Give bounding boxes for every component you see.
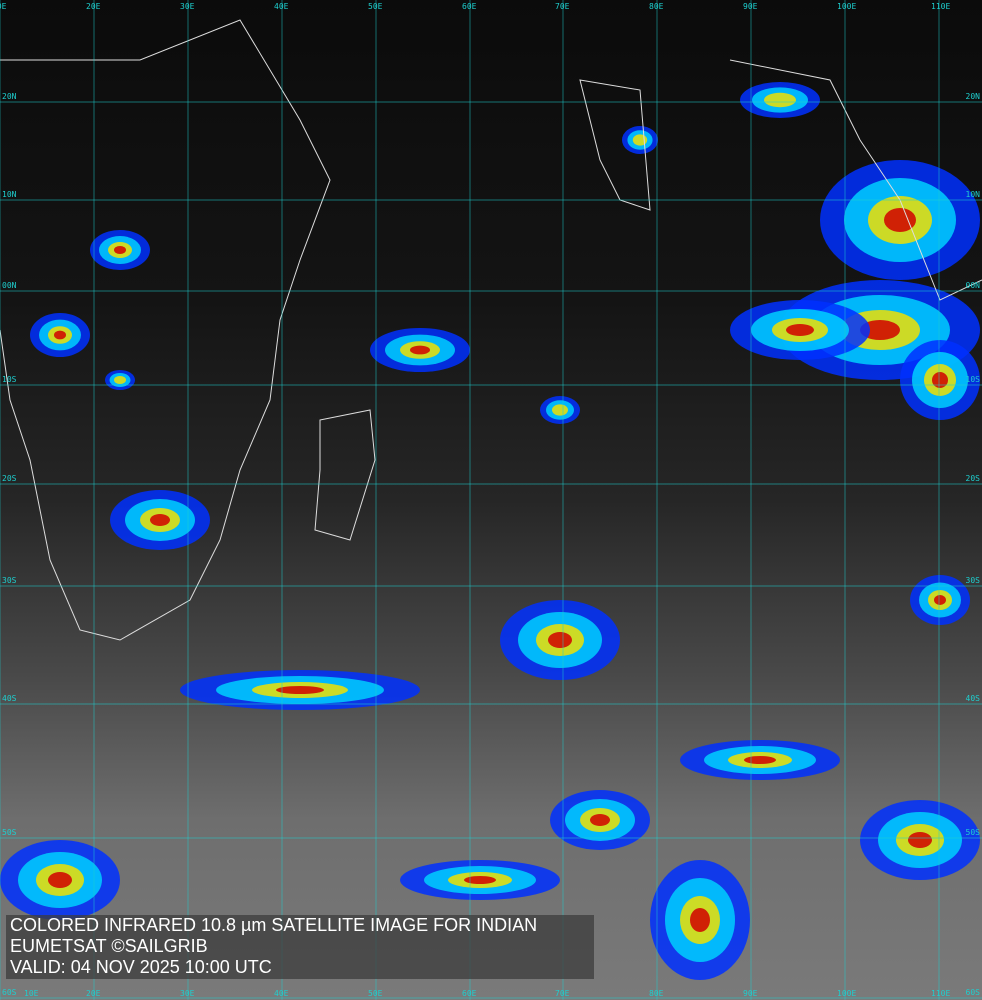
longitude-label: 70E [555,2,570,11]
latitude-label: 10N [2,190,17,199]
longitude-label: 110E [931,989,951,998]
cloud-top [410,345,430,355]
longitude-label: 10E [0,2,7,11]
latitude-label: 60S [2,988,17,997]
longitude-label: 90E [743,989,758,998]
latitude-label: 10S [965,375,980,384]
latitude-label: 60S [965,988,980,997]
latitude-label: 10S [2,375,17,384]
cloud-top [114,246,126,254]
longitude-label: 20E [86,2,101,11]
cloud-top [690,908,710,932]
longitude-label: 50E [368,2,383,11]
cloud-top [590,814,610,826]
longitude-label: 40E [274,2,289,11]
latitude-label: 20S [2,474,17,483]
cloud-top [464,876,496,884]
longitude-label: 20E [86,989,101,998]
cloud-top [744,756,776,764]
caption-valid-time: VALID: 04 NOV 2025 10:00 UTC [10,957,272,977]
cloud-top [860,320,900,340]
longitude-label: 80E [649,2,664,11]
cloud-top [150,514,170,526]
latitude-label: 50S [2,828,17,837]
longitude-label: 60E [462,989,477,998]
cloud-top [934,595,946,605]
longitude-label: 80E [649,989,664,998]
caption-box: COLORED INFRARED 10.8 µm SATELLITE IMAGE… [6,915,594,979]
caption-title: COLORED INFRARED 10.8 µm SATELLITE IMAGE… [10,915,538,935]
latitude-label: 50S [965,828,980,837]
latitude-label: 30S [2,576,17,585]
longitude-label: 60E [462,2,477,11]
latitude-label: 20N [2,92,17,101]
cloud-top [932,372,948,388]
cloud-top [276,686,324,694]
longitude-label: 100E [837,989,857,998]
cloud-top [54,330,66,340]
longitude-label: 40E [274,989,289,998]
longitude-label: 110E [931,2,951,11]
longitude-label: 100E [837,2,857,11]
longitude-label: 70E [555,989,570,998]
cloud-top [884,208,916,232]
longitude-label: 90E [743,2,758,11]
longitude-label: 50E [368,989,383,998]
cloud-top [786,324,814,336]
latitude-label: 30S [965,576,980,585]
longitude-label: 30E [180,2,195,11]
cloud-top [48,872,72,888]
cloud-top [548,632,572,648]
latitude-label: 00N [965,281,980,290]
caption-source: EUMETSAT ©SAILGRIB [10,936,208,956]
cloud-top [764,92,796,108]
latitude-label: 20S [965,474,980,483]
longitude-label: 30E [180,989,195,998]
cloud-top [114,376,126,384]
latitude-label: 10N [965,190,980,199]
latitude-label: 00N [2,281,17,290]
longitude-label: 10E [24,989,39,998]
latitude-label: 40S [2,694,17,703]
latitude-label: 40S [965,694,980,703]
cloud-top [908,832,932,848]
cloud-top [552,404,568,416]
latitude-label: 20N [965,92,980,101]
